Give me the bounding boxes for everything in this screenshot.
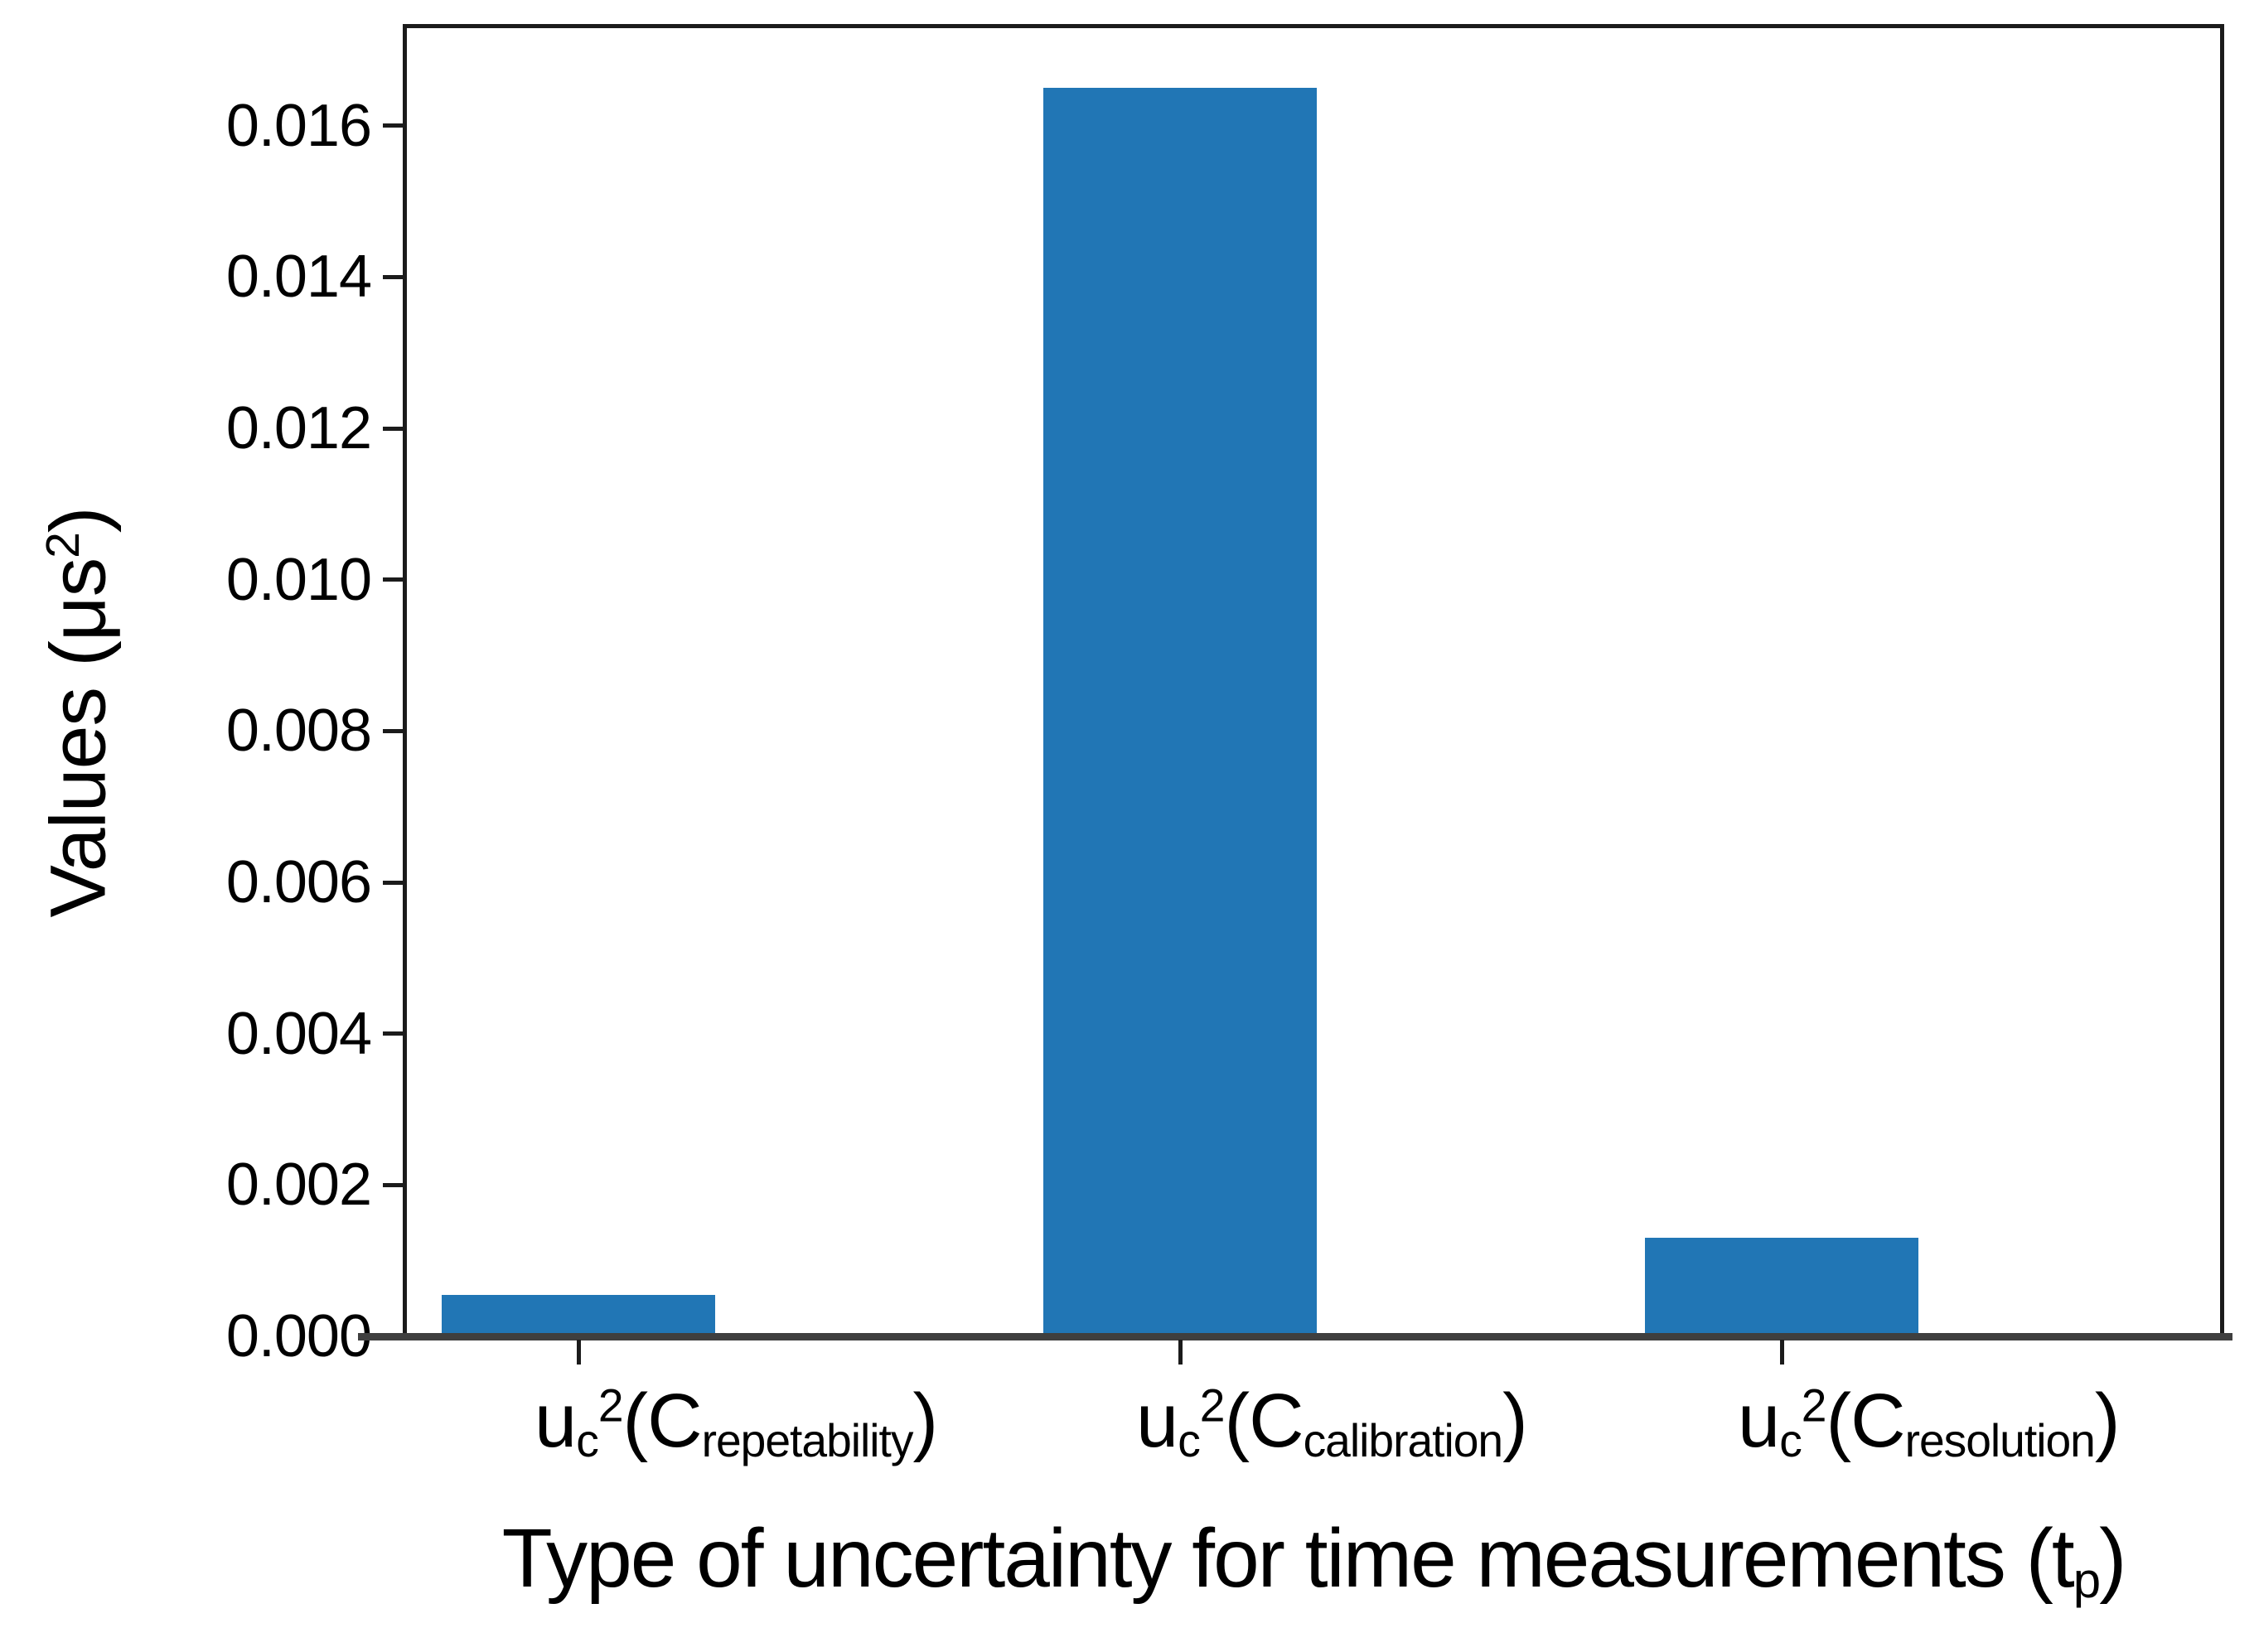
label-text: u [1738,1379,1780,1463]
label-text: u [535,1379,577,1463]
label-text: (C [622,1379,703,1463]
y-tick-mark [383,123,404,128]
label-text: Type of uncertainty for time measurement… [501,1512,2075,1605]
label-supscript: 2 [597,1379,624,1432]
bar [1645,1238,1919,1336]
label-supscript: 2 [1199,1379,1226,1432]
x-tick-mark [1779,1340,1784,1365]
y-tick-label: 0.016 [225,92,372,159]
label-text: ) [1502,1379,1528,1463]
label-subscript: repetability [701,1415,914,1467]
y-tick-mark [383,1182,404,1187]
y-tick-label: 0.008 [225,698,372,765]
bar [1043,88,1318,1336]
top-spine [404,24,2223,28]
x-axis-title: Type of uncertainty for time measurement… [406,1517,2221,1606]
y-tick-label: 0.010 [225,546,372,613]
label-subscript: calibration [1303,1415,1504,1467]
y-tick-mark [383,426,404,431]
label-subscript: c [1779,1415,1802,1467]
y-tick-mark [383,577,404,582]
label-text: ) [2094,1379,2121,1463]
x-tick-mark [1178,1340,1183,1365]
y-tick-mark [383,274,404,279]
y-tick-label: 0.006 [225,849,372,916]
y-tick-mark [383,880,404,885]
label-text: Values (μs [34,558,123,918]
y-tick-label: 0.012 [225,395,372,462]
label-subscript: p [2073,1553,2101,1609]
label-subscript: c [1178,1415,1201,1467]
label-subscript: c [576,1415,599,1467]
label-text: ) [912,1379,938,1463]
right-spine [2220,24,2224,1336]
x-tick-mark [576,1340,581,1365]
label-subscript: resolution [1904,1415,2096,1467]
x-category-label: uc2(Cresolution) [1738,1378,2121,1467]
label-supscript: 2 [1801,1379,1827,1432]
y-tick-label: 0.014 [225,244,372,311]
y-tick-mark [383,728,404,733]
bottom-spine [358,1333,2232,1340]
x-category-label: uc2(Ccalibration) [1136,1378,1528,1467]
y-tick-label: 0.000 [225,1303,372,1369]
label-text: (C [1826,1379,1905,1463]
y-tick-mark [383,1031,404,1036]
label-text: ) [34,507,123,534]
y-tick-label: 0.004 [225,1000,372,1067]
plot-area: 0.000 0.002 0.004 0.006 0.008 0.010 0.012 0.014… [226,24,2232,1606]
y-axis-title: Values (μs2) [35,507,123,917]
label-supscript: 2 [36,533,90,558]
x-category-label: uc2(Crepetability) [535,1378,938,1467]
label-text: ) [2099,1512,2126,1605]
bar [442,1294,716,1336]
label-text: u [1136,1379,1178,1463]
left-spine [403,24,407,1336]
y-tick-label: 0.002 [225,1152,372,1219]
label-text: (C [1224,1379,1304,1463]
